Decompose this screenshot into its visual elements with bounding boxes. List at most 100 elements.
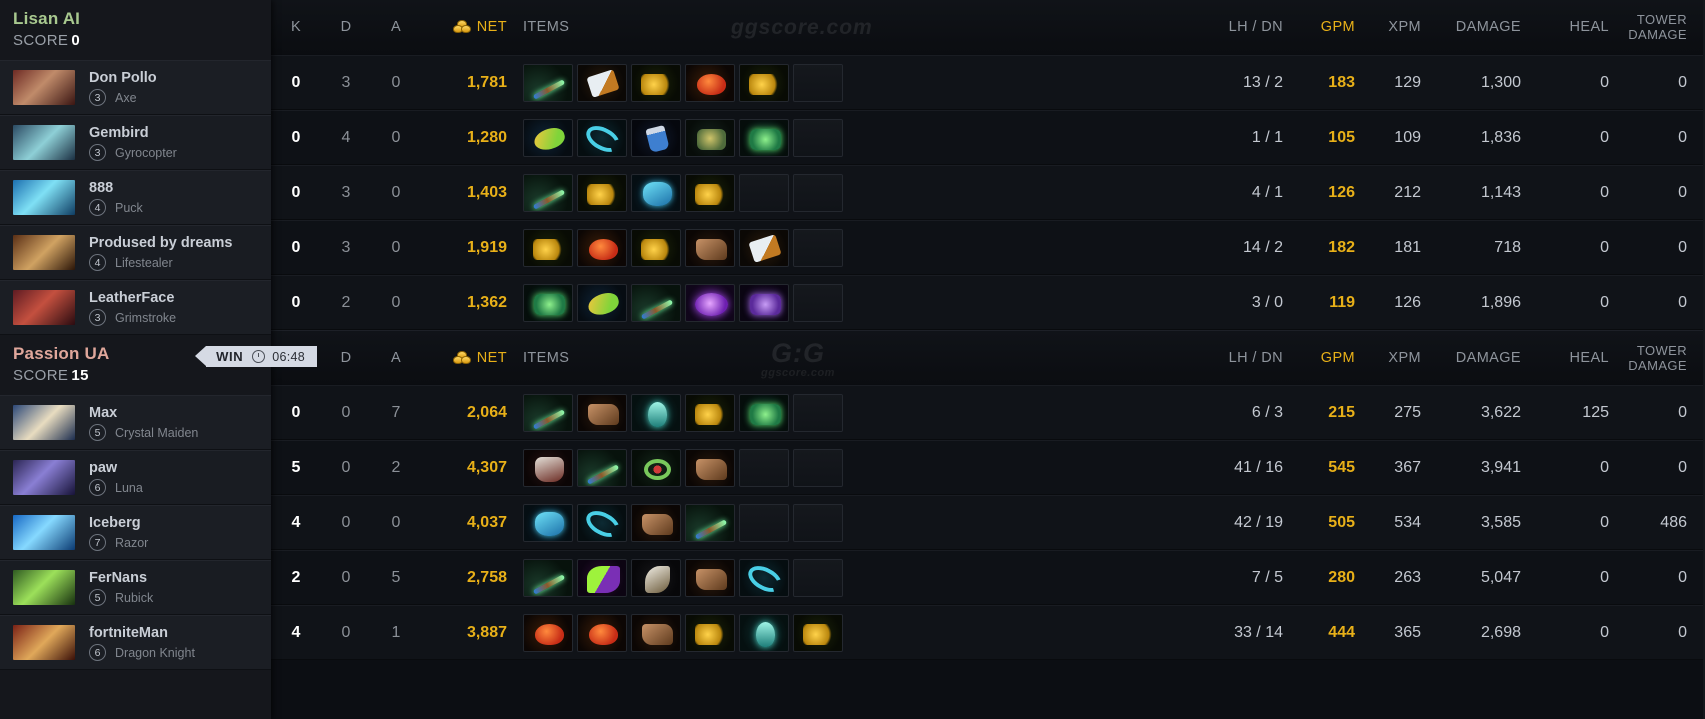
observer-ward-item[interactable] xyxy=(739,393,789,432)
boots-item[interactable] xyxy=(577,393,627,432)
empty-slot[interactable] xyxy=(793,118,843,157)
faerie-fire-item[interactable] xyxy=(631,173,681,212)
tango-item[interactable] xyxy=(523,613,573,652)
clarity-item[interactable] xyxy=(685,393,735,432)
scrollbar-track[interactable] xyxy=(1703,0,1705,719)
empty-slot[interactable] xyxy=(793,448,843,487)
empty-slot[interactable] xyxy=(793,283,843,322)
magic-wand-item[interactable] xyxy=(523,63,573,102)
boots-item[interactable] xyxy=(685,228,735,267)
empty-slot[interactable] xyxy=(739,173,789,212)
empty-slot[interactable] xyxy=(793,503,843,542)
observer-ward-item[interactable] xyxy=(739,118,789,157)
level-badge: 6 xyxy=(89,644,106,661)
cell-heal: 0 xyxy=(1600,238,1609,256)
mango-item[interactable] xyxy=(577,283,627,322)
player-stats-row[interactable]: 0 2 0 1,362 3 / 0 119 126 1,896 0 0 xyxy=(271,275,1705,330)
empty-slot[interactable] xyxy=(793,558,843,597)
clarity-item[interactable] xyxy=(685,613,735,652)
player-stats-row[interactable]: 4 0 0 4,037 42 / 19 505 534 3,585 0 486 xyxy=(271,495,1705,550)
helm-item[interactable] xyxy=(523,448,573,487)
cell-gpm: 182 xyxy=(1328,238,1355,256)
quelling-blade-item[interactable] xyxy=(739,228,789,267)
cell-deaths: 0 xyxy=(341,623,351,641)
magic-wand-item[interactable] xyxy=(523,173,573,212)
player-list-item[interactable]: Prodused by dreams 4 Lifestealer xyxy=(0,225,271,280)
column-header-assists: A xyxy=(390,19,402,35)
player-list-item[interactable]: Gembird 3 Gyrocopter xyxy=(0,115,271,170)
clarity-item[interactable] xyxy=(685,173,735,212)
player-stats-row[interactable]: 5 0 2 4,307 41 / 16 545 367 3,941 0 0 xyxy=(271,440,1705,495)
magic-wand-item[interactable] xyxy=(523,393,573,432)
player-list-item[interactable]: FerNans 5 Rubick xyxy=(0,560,271,615)
ring-item[interactable] xyxy=(631,448,681,487)
player-list-item[interactable]: 888 4 Puck xyxy=(0,170,271,225)
blades-item[interactable] xyxy=(577,558,627,597)
clarity-item[interactable] xyxy=(631,63,681,102)
boots-item[interactable] xyxy=(631,503,681,542)
player-stats-row[interactable]: 0 4 0 1,280 1 / 1 105 109 1,836 0 0 xyxy=(271,110,1705,165)
cell-gpm: 126 xyxy=(1328,183,1355,201)
column-header-items-label: ITEMS xyxy=(523,349,570,366)
magic-wand-item[interactable] xyxy=(523,558,573,597)
clarity-item[interactable] xyxy=(523,228,573,267)
sentry-ward-item[interactable] xyxy=(739,283,789,322)
empty-slot[interactable] xyxy=(739,448,789,487)
magic-wand-item[interactable] xyxy=(631,283,681,322)
tango-item[interactable] xyxy=(577,613,627,652)
wind-lace-item[interactable] xyxy=(739,558,789,597)
blight-stone-item[interactable] xyxy=(631,558,681,597)
player-list-item[interactable]: LeatherFace 3 Grimstroke xyxy=(0,280,271,335)
empty-slot[interactable] xyxy=(793,173,843,212)
faerie-fire-item[interactable] xyxy=(523,503,573,542)
dust-item[interactable] xyxy=(685,283,735,322)
magic-stick-item[interactable] xyxy=(739,613,789,652)
player-info: 888 4 Puck xyxy=(89,179,143,216)
tango-item[interactable] xyxy=(577,228,627,267)
empty-slot[interactable] xyxy=(793,393,843,432)
empty-slot[interactable] xyxy=(793,63,843,102)
player-stats-row[interactable]: 0 3 0 1,781 13 / 2 183 129 1,300 0 0 xyxy=(271,55,1705,110)
boots-item[interactable] xyxy=(685,448,735,487)
player-name: Iceberg xyxy=(89,515,141,531)
magic-wand-item[interactable] xyxy=(685,503,735,542)
wind-lace-item[interactable] xyxy=(577,503,627,542)
player-stats-row[interactable]: 2 0 5 2,758 7 / 5 280 263 5,047 0 0 xyxy=(271,550,1705,605)
clarity-item[interactable] xyxy=(577,173,627,212)
boots-item[interactable] xyxy=(685,558,735,597)
level-badge: 4 xyxy=(89,199,106,216)
mango-item[interactable] xyxy=(523,118,573,157)
boots-item[interactable] xyxy=(631,613,681,652)
empty-slot[interactable] xyxy=(793,228,843,267)
clarity-item[interactable] xyxy=(793,613,843,652)
cell-heal: 0 xyxy=(1600,183,1609,201)
player-list-item[interactable]: Iceberg 7 Razor xyxy=(0,505,271,560)
player-stats-row[interactable]: 0 3 0 1,403 4 / 1 126 212 1,143 0 0 xyxy=(271,165,1705,220)
clarity-item[interactable] xyxy=(631,228,681,267)
cell-lh-dn: 6 / 3 xyxy=(1251,403,1283,421)
magic-wand-item[interactable] xyxy=(577,448,627,487)
tango-item[interactable] xyxy=(685,63,735,102)
hero-name: Crystal Maiden xyxy=(115,425,199,440)
player-list-item[interactable]: Max 5 Crystal Maiden xyxy=(0,395,271,450)
empty-slot[interactable] xyxy=(739,503,789,542)
bottle-item[interactable] xyxy=(631,118,681,157)
wind-lace-item[interactable] xyxy=(577,118,627,157)
player-list-item[interactable]: fortniteMan 6 Dragon Knight xyxy=(0,615,271,670)
hero-line: 3 Grimstroke xyxy=(89,309,176,326)
column-header-xpm: XPM xyxy=(1388,349,1421,366)
quelling-blade-item[interactable] xyxy=(577,63,627,102)
player-list-item[interactable]: Don Pollo 3 Axe xyxy=(0,60,271,115)
level-badge: 4 xyxy=(89,254,106,271)
player-stats-row[interactable]: 0 0 7 2,064 6 / 3 215 275 3,622 125 0 xyxy=(271,385,1705,440)
player-info: fortniteMan 6 Dragon Knight xyxy=(89,624,195,661)
observer-ward-item[interactable] xyxy=(523,283,573,322)
player-stats-row[interactable]: 0 3 0 1,919 14 / 2 182 181 718 0 0 xyxy=(271,220,1705,275)
tango-alt-item[interactable] xyxy=(685,118,735,157)
hero-portrait xyxy=(13,125,75,160)
player-stats-row[interactable]: 4 0 1 3,887 33 / 14 444 365 2,698 0 0 xyxy=(271,605,1705,660)
magic-stick-item[interactable] xyxy=(631,393,681,432)
clarity-item[interactable] xyxy=(739,63,789,102)
cell-deaths: 0 xyxy=(341,513,351,531)
player-list-item[interactable]: paw 6 Luna xyxy=(0,450,271,505)
